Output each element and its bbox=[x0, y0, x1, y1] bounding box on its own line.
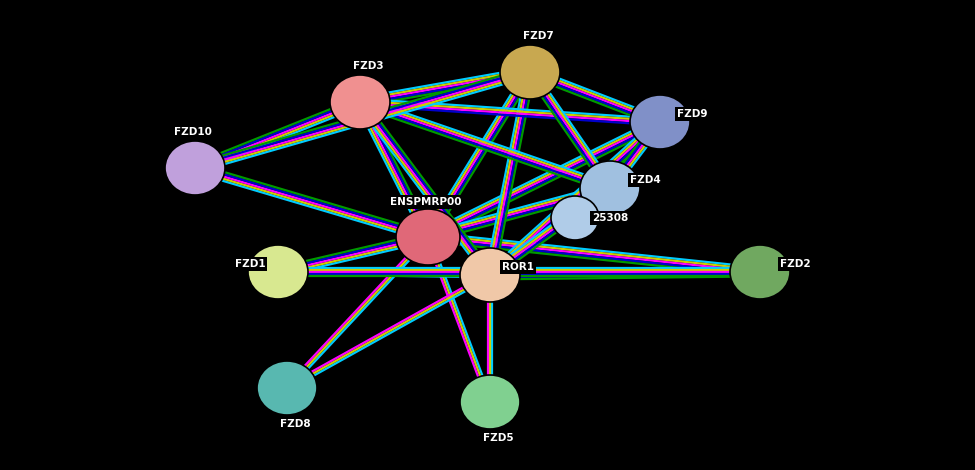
Text: FZD10: FZD10 bbox=[175, 127, 212, 137]
Ellipse shape bbox=[330, 75, 390, 129]
Ellipse shape bbox=[396, 209, 460, 265]
Ellipse shape bbox=[630, 95, 690, 149]
Text: ENSPMRP00: ENSPMRP00 bbox=[390, 197, 462, 207]
Text: FZD3: FZD3 bbox=[353, 61, 383, 71]
Text: FZD2: FZD2 bbox=[780, 259, 810, 269]
Text: FZD9: FZD9 bbox=[677, 109, 707, 119]
Ellipse shape bbox=[730, 245, 790, 299]
Ellipse shape bbox=[551, 196, 599, 240]
Text: FZD1: FZD1 bbox=[235, 259, 265, 269]
Text: FZD5: FZD5 bbox=[483, 433, 513, 443]
Text: FZD4: FZD4 bbox=[630, 175, 660, 185]
Text: FZD8: FZD8 bbox=[280, 419, 310, 429]
Text: ROR1: ROR1 bbox=[502, 262, 534, 272]
Ellipse shape bbox=[460, 248, 520, 302]
Text: 25308: 25308 bbox=[592, 213, 628, 223]
Ellipse shape bbox=[500, 45, 560, 99]
Ellipse shape bbox=[460, 375, 520, 429]
Ellipse shape bbox=[257, 361, 317, 415]
Text: FZD7: FZD7 bbox=[523, 31, 554, 41]
Ellipse shape bbox=[165, 141, 225, 195]
Ellipse shape bbox=[580, 161, 640, 215]
Ellipse shape bbox=[248, 245, 308, 299]
